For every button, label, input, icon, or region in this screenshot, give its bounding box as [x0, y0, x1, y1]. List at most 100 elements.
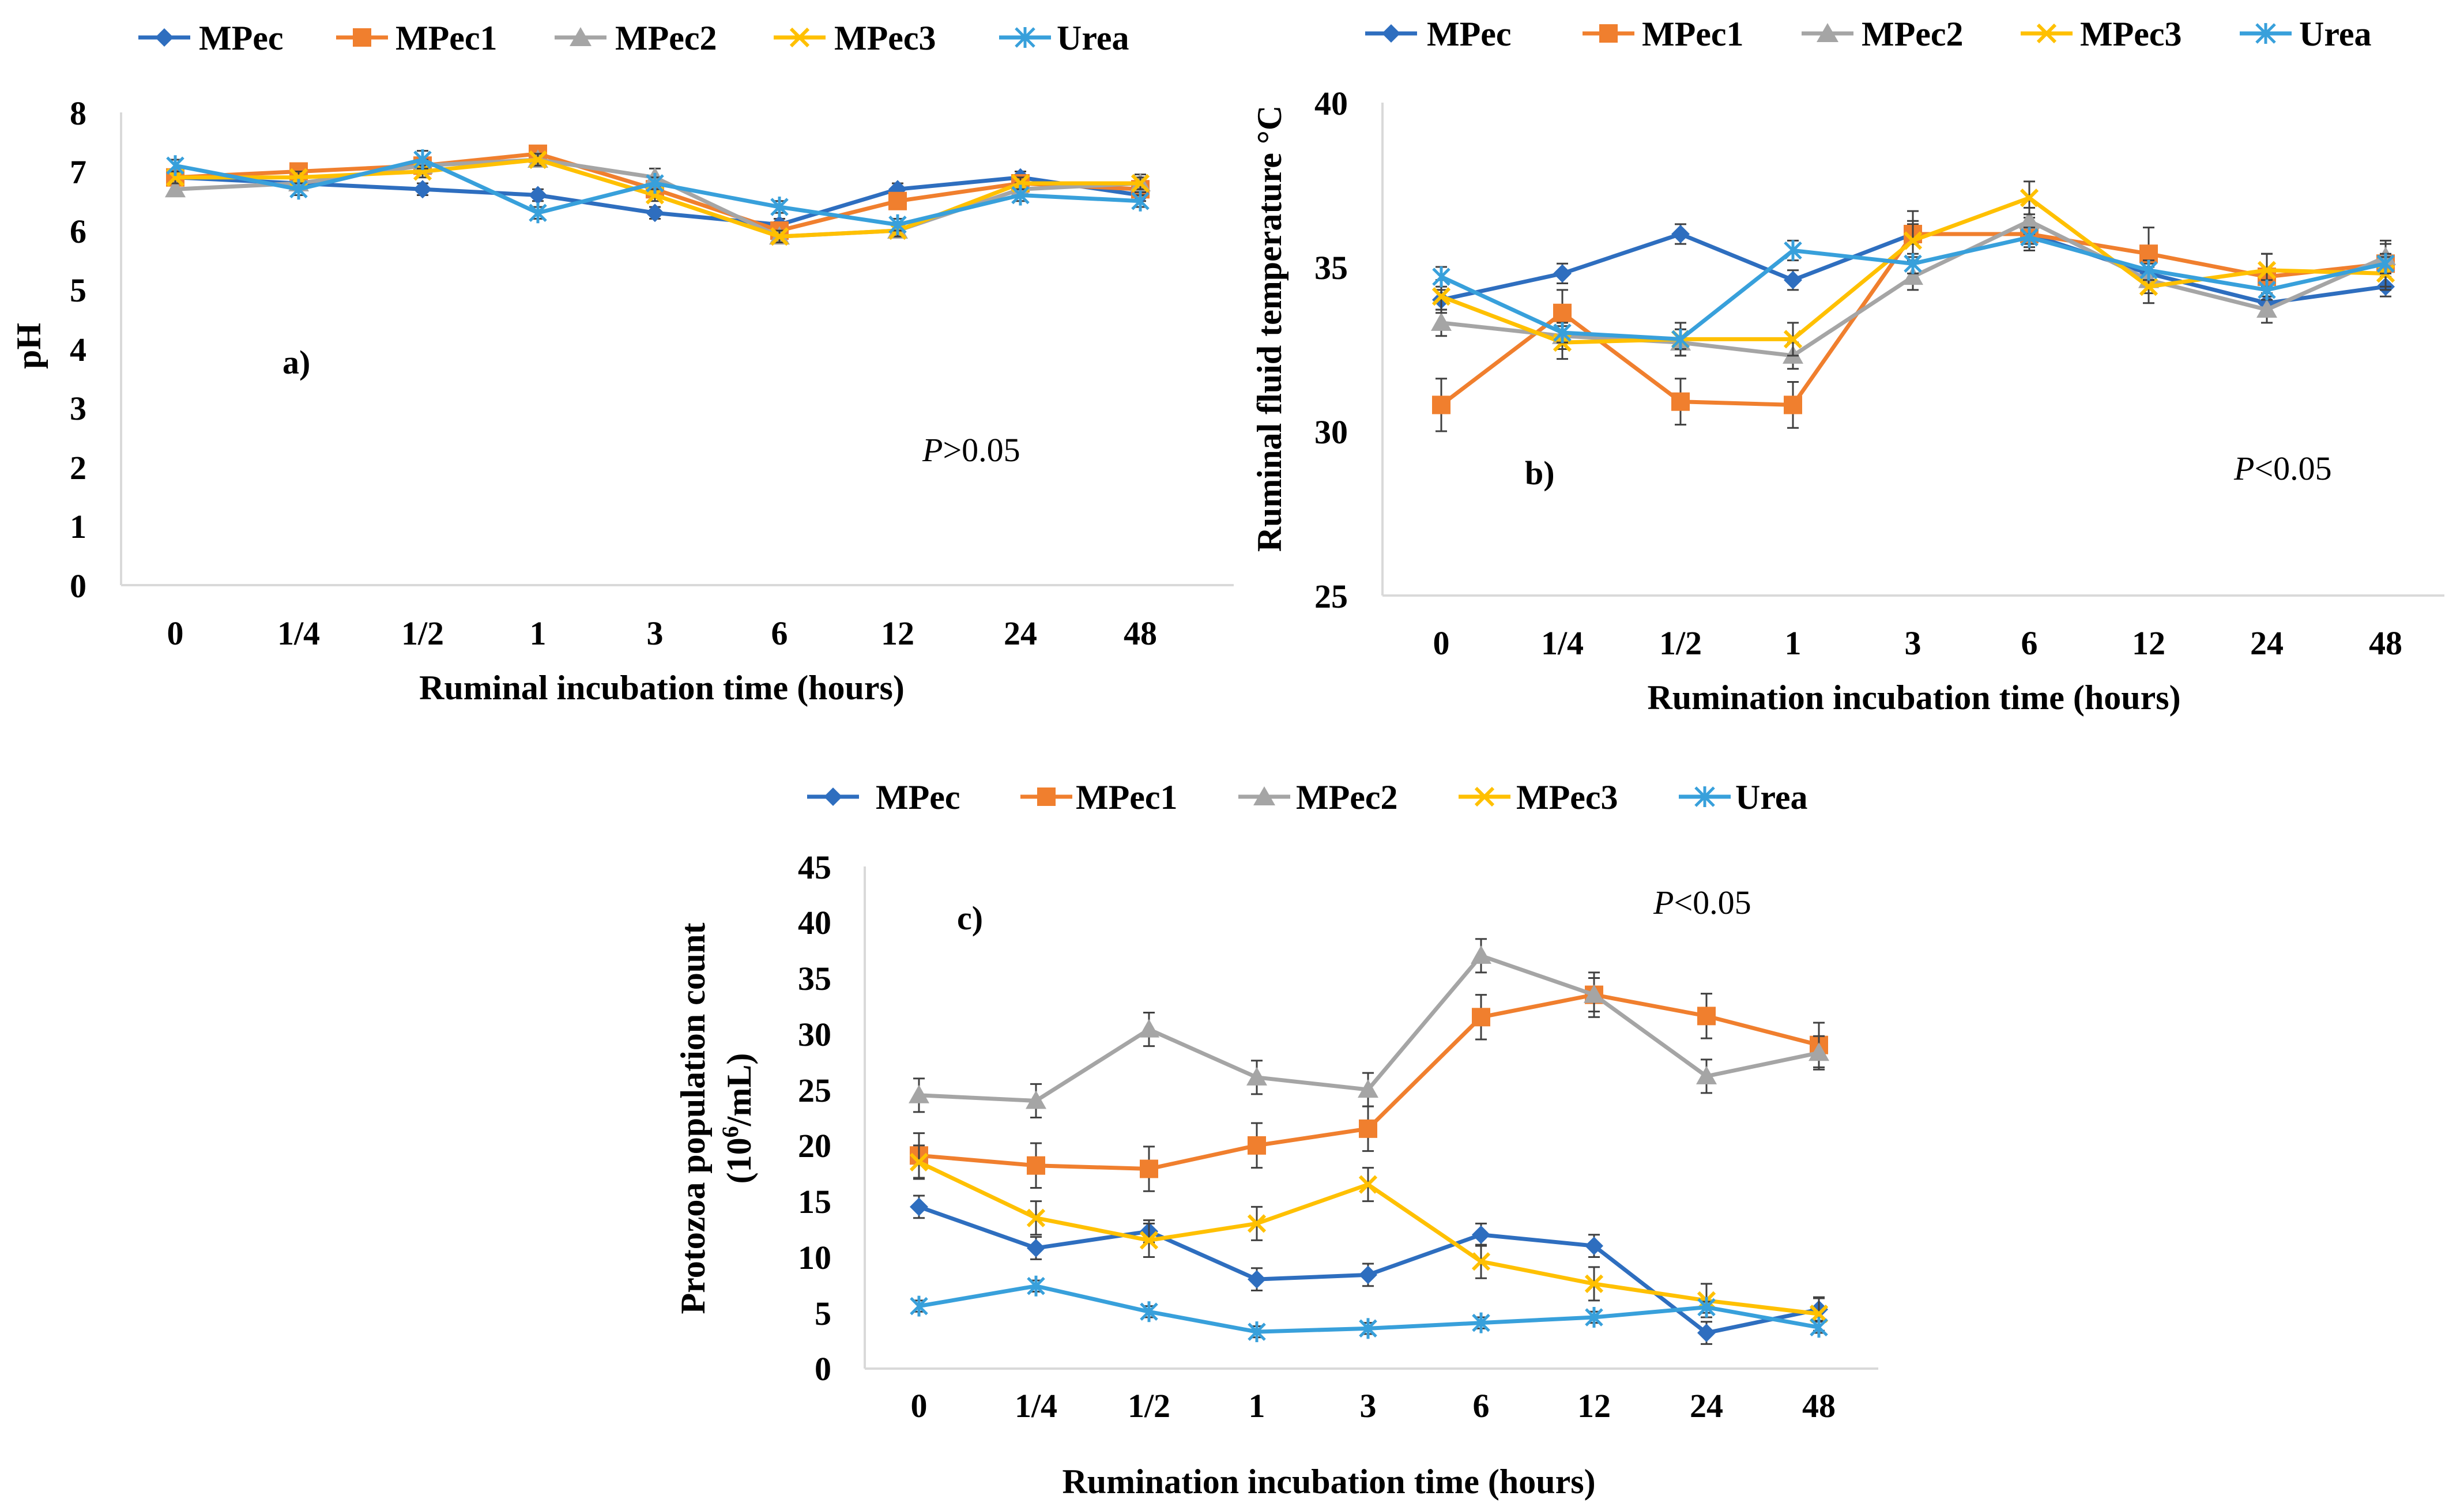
legend-item-mpec[interactable]: MPec: [807, 778, 960, 816]
panel-c-point-mpec: [910, 1197, 928, 1216]
panel-c-xtick-label: 48: [1802, 1387, 1836, 1425]
panel-c-y-axis-title-line2: (106/mL): [717, 1053, 759, 1184]
panel-a-point-urea: [888, 214, 907, 235]
panel-b-p-value: P<0.05: [2233, 450, 2332, 487]
panel-c-point-urea: [1359, 1318, 1377, 1339]
panel-c-point-urea: [1248, 1321, 1266, 1343]
panel-b-xtick-label: 24: [2250, 624, 2284, 662]
panel-a-series-urea: [166, 149, 1150, 235]
panel-c-p-symbol: P: [1653, 884, 1674, 921]
legend-marker-mpec3: [2036, 23, 2057, 44]
panel-c-yticks: 0 5 10 15 20 25 30 35 40 45: [798, 849, 831, 1388]
panel-b-point-mpec2: [2256, 299, 2277, 318]
panel-b-ytick-label: 25: [1314, 578, 1348, 615]
panel-b-legend: MPec MPec1 MPec2 MPec3 Urea: [1365, 15, 2372, 53]
legend-marker-mpec: [1382, 24, 1400, 43]
panel-a-point-mpec1: [888, 191, 907, 210]
panel-a-ytick-label: 7: [70, 153, 86, 191]
panel-a-xtick-label: 3: [647, 615, 664, 652]
panel-a-point-urea: [529, 202, 547, 224]
legend-item-mpec2[interactable]: MPec2: [1802, 15, 1964, 53]
panel-c-legend: MPec MPec1 MPec2 MPec3 Urea: [807, 778, 1808, 816]
panel-b-y-axis-title: Ruminal fluid temperature °C: [1250, 105, 1288, 552]
legend-item-urea[interactable]: Urea: [1679, 778, 1808, 816]
panel-a-legend: MPec MPec1 MPec2 MPec3 Urea: [138, 19, 1129, 57]
panel-c-point-mpec3: [1358, 1175, 1378, 1194]
panel-a-ytick-label: 0: [70, 567, 86, 605]
legend-item-mpec1[interactable]: MPec1: [336, 19, 498, 57]
panel-b-xtick-label: 0: [1433, 624, 1450, 662]
panel-c-point-mpec1: [1697, 1007, 1716, 1026]
legend-marker-urea: [2255, 23, 2276, 44]
panel-c-xtick-label: 1/4: [1015, 1387, 1057, 1425]
panel-a-point-mpec: [646, 204, 664, 223]
panel-c-point-mpec2: [1471, 945, 1491, 964]
panel-b-point-mpec2: [2019, 210, 2040, 229]
panel-b-label: b): [1525, 454, 1555, 492]
panel-a-series-layer: [165, 144, 1151, 246]
legend-item-urea[interactable]: Urea: [999, 19, 1129, 57]
legend-label-mpec1: MPec1: [395, 19, 498, 57]
panel-c-point-mpec2: [1696, 1065, 1717, 1084]
panel-c-xtick-label: 3: [1360, 1387, 1377, 1425]
legend-label-mpec1: MPec1: [1076, 778, 1178, 816]
panel-b-point-urea: [1784, 240, 1802, 261]
legend-label-mpec2: MPec2: [1296, 778, 1398, 816]
panel-c-point-mpec2: [1584, 984, 1604, 1003]
panel-c-point-mpec: [1697, 1324, 1716, 1343]
panel-c-point-mpec2: [1358, 1079, 1378, 1098]
panel-a-label: a): [282, 344, 310, 381]
panel-c-ytick-label: 30: [798, 1016, 831, 1053]
legend-item-mpec1[interactable]: MPec1: [1583, 15, 1744, 53]
legend-label-mpec2: MPec2: [1862, 15, 1964, 53]
panel-c-point-urea: [1697, 1297, 1716, 1318]
panel-b-point-mpec2: [1431, 312, 1452, 331]
panel-a-point-urea: [413, 149, 432, 170]
legend-marker-mpec2: [570, 27, 591, 46]
panel-a-point-mpec3: [1131, 174, 1150, 193]
legend-label-mpec: MPec: [1427, 15, 1512, 53]
panel-a-p-symbol: P: [922, 431, 943, 469]
legend-item-mpec2[interactable]: MPec2: [555, 19, 717, 57]
panel-a-xtick-label: 24: [1004, 615, 1037, 652]
legend-item-mpec1[interactable]: MPec1: [1020, 778, 1178, 816]
panel-a-plot-area: 0 1 2 3 4 5 6 7 8 0 1/4 1/2 1 3 6 12 24 …: [10, 95, 1234, 707]
panel-b-plot-area: 25 30 35 40 0 1/4 1/2 1 3 6 12 24 48 b) …: [1250, 85, 2444, 717]
panel-b-point-urea: [1553, 322, 1572, 343]
panel-c-point-mpec2: [1026, 1090, 1046, 1109]
panel-c-point-mpec1: [1140, 1159, 1158, 1178]
legend-item-mpec3[interactable]: MPec3: [774, 19, 936, 57]
panel-b-point-mpec3: [1431, 287, 1451, 306]
panel-b-point-mpec3: [2020, 189, 2039, 208]
panel-b-point-mpec: [1671, 225, 1690, 243]
panel-a-ytick-label: 5: [70, 272, 86, 309]
panel-c-point-mpec3: [1809, 1305, 1829, 1324]
panel-c-x-axis-title: Rumination incubation time (hours): [1062, 1463, 1595, 1501]
legend-item-mpec2[interactable]: MPec2: [1238, 778, 1398, 816]
panel-c-xticks: 0 1/4 1/2 1 3 6 12 24 48: [911, 1387, 1836, 1425]
panel-b-xtick-label: 1/2: [1659, 624, 1702, 662]
legend-label-urea: Urea: [1735, 778, 1808, 816]
legend-item-mpec3[interactable]: MPec3: [2021, 15, 2182, 53]
legend-item-mpec[interactable]: MPec: [138, 19, 284, 57]
panel-a-xtick-label: 1/2: [401, 615, 444, 652]
panel-b-point-mpec3: [2257, 261, 2277, 280]
panel-b-series-urea: [1432, 227, 2395, 350]
legend-item-mpec[interactable]: MPec: [1365, 15, 1512, 53]
panel-a: MPec MPec1 MPec2 MPec3 Urea: [10, 19, 1234, 707]
panel-a-point-urea: [289, 179, 308, 200]
panel-c-point-mpec1: [1359, 1119, 1377, 1138]
legend-item-mpec3[interactable]: MPec3: [1459, 778, 1618, 816]
panel-c-point-mpec2: [909, 1084, 929, 1103]
panel-a-point-urea: [1011, 184, 1030, 206]
panel-a-x-axis-title: Ruminal incubation time (hours): [419, 669, 905, 707]
panel-c-ytick-label: 5: [815, 1295, 831, 1332]
panel-c-point-mpec1: [1248, 1136, 1266, 1155]
legend-label-mpec: MPec: [876, 778, 960, 816]
panel-b-point-mpec3: [1783, 330, 1803, 349]
legend-marker-mpec1: [1599, 24, 1618, 43]
panel-b-point-mpec1: [1553, 303, 1572, 322]
panel-c-point-mpec2: [1139, 1019, 1159, 1038]
panel-a-point-mpec: [529, 186, 547, 205]
legend-item-urea[interactable]: Urea: [2240, 15, 2372, 53]
